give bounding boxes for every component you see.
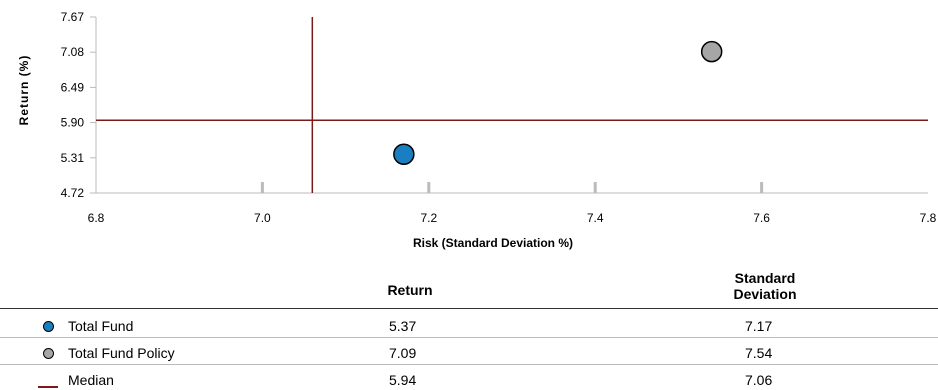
x-tick-label: 7.4 bbox=[587, 211, 604, 225]
total-fund-policy-marker-icon bbox=[43, 348, 54, 359]
table-row: Total Fund 5.37 7.17 bbox=[0, 316, 938, 336]
row-std: 7.54 bbox=[745, 345, 773, 361]
x-tick-label: 6.8 bbox=[88, 211, 105, 225]
y-tick-label: 4.72 bbox=[61, 186, 85, 200]
row-divider bbox=[0, 364, 938, 365]
header-std-line2: Deviation bbox=[733, 286, 797, 302]
x-tick-label: 7.8 bbox=[920, 211, 937, 225]
y-tick-label: 7.08 bbox=[61, 45, 85, 59]
header-return: Return bbox=[387, 282, 433, 298]
risk-return-chart: 7.67 7.08 6.49 5.90 5.31 4.726.8 7.0 7.2 7.4 7.6 7… bbox=[17, 10, 937, 250]
row-return: 7.09 bbox=[389, 345, 417, 361]
total-fund-marker-icon bbox=[43, 321, 54, 332]
y-axis-label: Return (%) bbox=[17, 55, 31, 126]
row-return: 5.37 bbox=[389, 318, 417, 334]
chart-points bbox=[393, 40, 723, 165]
header-std-line1: Standard bbox=[734, 270, 796, 286]
row-divider bbox=[0, 337, 938, 338]
y-tick-label: 5.31 bbox=[61, 151, 85, 165]
x-axis-label: Risk (Standard Deviation %) bbox=[413, 236, 573, 250]
point-total-fund bbox=[393, 143, 415, 165]
y-tick-label: 7.67 bbox=[61, 10, 85, 24]
table-row: Total Fund Policy 7.09 7.54 bbox=[0, 343, 938, 363]
row-name: Total Fund Policy bbox=[68, 345, 175, 361]
chart-axes bbox=[95, 17, 928, 194]
table-row: Median 5.94 7.06 bbox=[0, 370, 938, 390]
row-name: Total Fund bbox=[68, 318, 134, 334]
median-line-icon bbox=[38, 386, 58, 388]
chart-ticks: 7.67 7.08 6.49 5.90 5.31 4.726.8 7.0 7.2 7.4 7.6 7… bbox=[61, 10, 937, 225]
x-tick-label: 7.6 bbox=[753, 211, 770, 225]
row-return: 5.94 bbox=[389, 372, 417, 388]
x-tick-label: 7.2 bbox=[420, 211, 437, 225]
row-std: 7.17 bbox=[745, 318, 773, 334]
point-total-fund-policy bbox=[700, 40, 723, 63]
header-std-dev: Standard Deviation bbox=[710, 270, 820, 302]
y-tick-label: 6.49 bbox=[61, 80, 85, 94]
row-name: Median bbox=[68, 372, 114, 388]
x-tick-label: 7.0 bbox=[254, 211, 271, 225]
median-lines bbox=[96, 17, 928, 193]
table-header-divider bbox=[0, 308, 938, 309]
row-std: 7.06 bbox=[745, 372, 773, 388]
y-tick-label: 5.90 bbox=[61, 116, 85, 130]
